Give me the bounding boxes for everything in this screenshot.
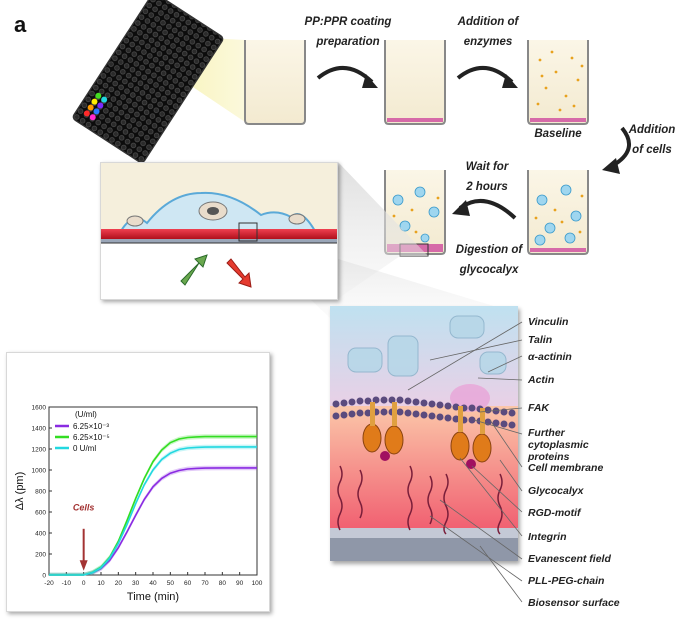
legend-entry-0: 6.25×10⁻³ [73,422,109,431]
label-alpha-actinin: α-actinin [528,351,572,363]
cells-annotation-label: Cells [73,503,95,513]
x-tick-label: 10 [97,580,105,587]
cells-annotation-arrowhead [79,560,88,571]
y-tick-label: 1600 [32,405,47,412]
chart-frame: -20 -10 0 10 20 30 40 50 60 70 80 90 100 0 200 400 600 80… [6,352,270,612]
panel-a-letter: a [14,12,27,37]
step-coating-label: PP:PPR coating preparation [304,16,392,48]
label-glycocalyx: Glycocalyx [528,485,584,497]
x-tick-label: 80 [219,580,227,587]
integrins [362,402,492,463]
colored-wells [83,92,108,121]
series-line-2 [49,446,257,576]
well-3 [527,40,589,125]
label-rgd-motif: RGD-motif [528,507,581,519]
label-integrin: Integrin [528,531,567,543]
x-tick-label: 40 [149,580,157,587]
y-tick-label: 400 [35,531,46,538]
y-tick-label: 1200 [32,447,47,454]
x-tick-label: -10 [62,580,72,587]
label-biosensor-surface: Biosensor surface [528,597,620,609]
y-tick-label: 600 [35,510,46,517]
baseline-label: Baseline [534,128,582,140]
microplate-image [72,0,224,163]
step-cells-label: Addition of cells [628,124,676,156]
label-vinculin: Vinculin [528,316,569,328]
well-1 [244,40,306,125]
y-tick-label: 1000 [32,468,47,475]
cell-membrane-beads [332,396,516,429]
y-tick-label: 200 [35,552,46,559]
x-tick-label: -20 [44,580,54,587]
label-talin: Talin [528,334,553,346]
legend-entry-1: 6.25×10⁻⁵ [73,433,110,442]
label-fak: FAK [528,402,549,414]
step-enzymes-label: Addition of enzymes [457,16,519,48]
y-tick-label: 0 [42,573,46,580]
label-actin: Actin [528,374,555,386]
line-chart: -20 -10 0 10 20 30 40 50 60 70 80 90 100020040060080… [14,405,263,604]
x-tick-label: 30 [132,580,140,587]
legend-title: (U/ml) [75,410,97,419]
x-tick-label: 20 [115,580,123,587]
y-tick-label: 1400 [32,426,47,433]
label-further-proteins: Further cytoplasmic proteins [528,427,589,463]
cell-surface-inset [100,162,338,300]
x-tick-label: 0 [82,580,86,587]
step-digestion-label: Digestion of glycocalyx [455,244,523,276]
molecular-detail-illustration [330,306,518,561]
y-axis-label: Δλ (pm) [14,472,26,511]
step-wait-label: Wait for 2 hours [465,161,509,193]
legend-entry-2: 0 U/ml [73,444,96,453]
well-2 [384,40,446,125]
x-tick-label: 90 [236,580,244,587]
well-4 [527,170,589,255]
x-axis-label: Time (min) [127,591,179,603]
x-tick-label: 70 [201,580,209,587]
x-tick-label: 50 [167,580,175,587]
y-tick-label: 800 [35,489,46,496]
label-pll-peg-chain: PLL-PEG-chain [528,575,605,587]
x-tick-label: 100 [252,580,263,587]
label-evanescent-field: Evanescent field [528,553,611,565]
x-tick-label: 60 [184,580,192,587]
label-cell-membrane: Cell membrane [528,462,604,474]
